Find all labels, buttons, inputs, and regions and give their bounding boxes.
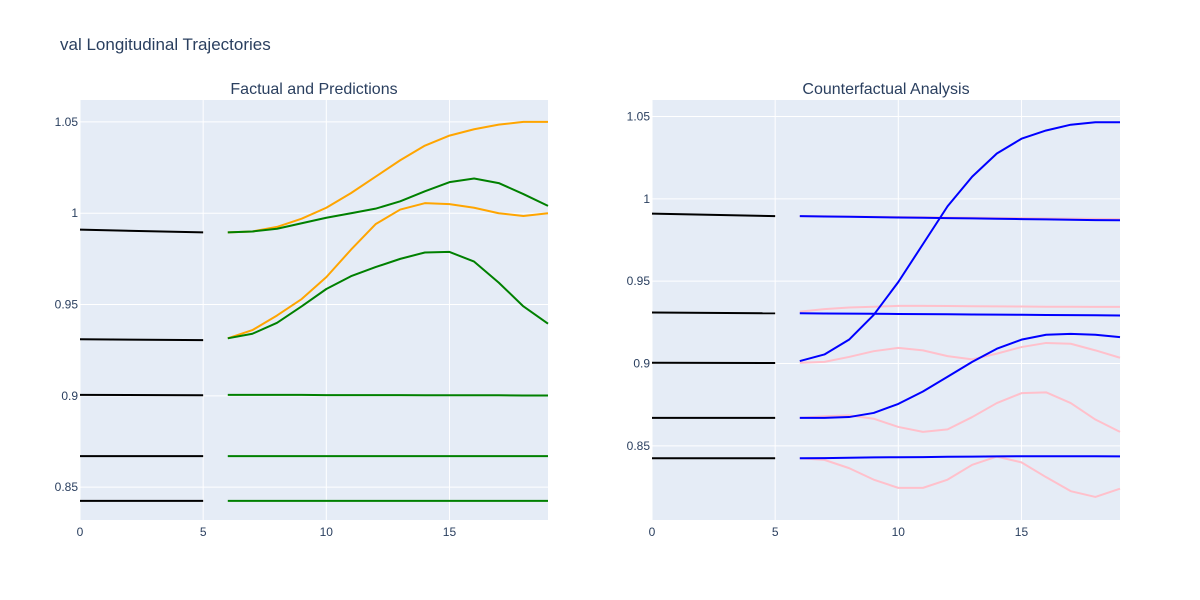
x-tick-label: 15 [1015, 525, 1029, 539]
x-ticks: 0 5 10 15 [649, 525, 1029, 539]
y-tick-label: 1 [71, 206, 78, 220]
y-tick-label: 1 [643, 192, 650, 206]
series-line [227, 202, 549, 340]
series-line [799, 455, 1121, 460]
series-line [799, 304, 1120, 313]
y-ticks: 0.85 0.9 0.95 1 1.05 [55, 115, 79, 494]
x-tick-label: 0 [649, 525, 656, 539]
subplot-title-factual: Factual and Predictions [230, 81, 397, 98]
series-line [651, 212, 776, 218]
x-tick-label: 10 [320, 525, 334, 539]
y-tick-label: 0.95 [55, 298, 79, 312]
series-line [227, 177, 549, 234]
x-tick-label: 10 [892, 525, 906, 539]
series-line [227, 120, 548, 234]
figure-title: val Longitudinal Trajectories [60, 35, 271, 54]
x-tick-label: 5 [772, 525, 779, 539]
y-tick-label: 0.9 [633, 357, 650, 371]
subplot-title-counterfactual: Counterfactual Analysis [802, 81, 969, 98]
y-tick-label: 0.85 [55, 480, 79, 494]
series-line [799, 312, 1121, 317]
gridlines [651, 100, 1120, 520]
series-line [799, 215, 1121, 222]
series-line [651, 311, 776, 315]
series-line [227, 393, 548, 397]
plot-area [652, 100, 1120, 520]
y-tick-label: 0.85 [627, 439, 651, 453]
series-line [799, 455, 1121, 498]
x-ticks: 0 5 10 15 [77, 525, 457, 539]
series-line [79, 338, 204, 342]
subplot-factual: 0 5 10 15 0.85 0.9 0.95 1 1.05 Factual and Pred… [55, 81, 549, 539]
y-ticks: 0.85 0.9 0.95 1 1.05 [627, 109, 651, 452]
subplot-counterfactual: 0 5 10 15 0.85 0.9 0.95 1 1.05 Counterfactual A… [627, 81, 1121, 539]
x-tick-label: 0 [77, 525, 84, 539]
y-tick-label: 0.9 [61, 389, 78, 403]
x-tick-label: 5 [200, 525, 207, 539]
traces [651, 121, 1121, 498]
series-line [799, 341, 1121, 364]
series-line [799, 332, 1121, 419]
series-line [79, 228, 204, 234]
x-tick-label: 15 [443, 525, 457, 539]
traces [79, 120, 549, 502]
y-tick-label: 0.95 [627, 274, 651, 288]
plot-area [80, 100, 548, 520]
y-tick-label: 1.05 [627, 109, 651, 123]
y-tick-label: 1.05 [55, 115, 79, 129]
series-line [227, 250, 549, 340]
series-line [799, 121, 1120, 363]
